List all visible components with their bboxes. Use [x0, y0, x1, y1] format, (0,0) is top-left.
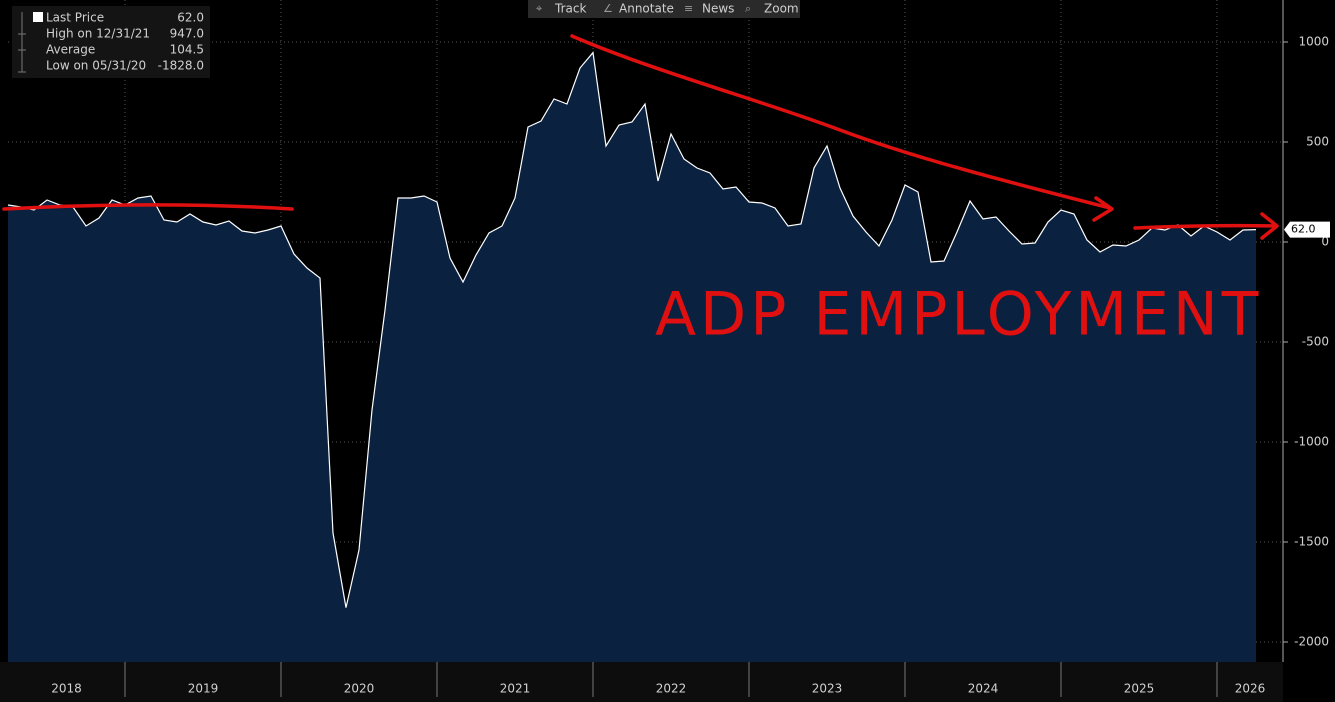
area: [8, 52, 1256, 663]
toolbar-button[interactable]: Track: [554, 2, 586, 16]
axes: 1000 500 0 -500 -1000 -1500 -2000 2018 2019 2020 2…: [51, 35, 1329, 697]
legend-value: 104.5: [170, 43, 204, 57]
toolbar: ⌖ Track ∠ Annotate ≡ News ⌕ Zoom: [528, 0, 800, 18]
legend-tree: [18, 12, 26, 73]
x-axis-band: [0, 662, 1283, 702]
y-tick-label: 0: [1321, 235, 1329, 249]
toolbar-button[interactable]: Annotate: [619, 2, 674, 16]
hand-line: [2, 203, 294, 211]
y-tick-label: 1000: [1298, 35, 1329, 49]
x-tick-label: 2024: [968, 682, 999, 696]
hand-line: [1133, 223, 1277, 230]
x-tick-label: 2025: [1124, 682, 1155, 696]
last-price-bg: [1284, 221, 1330, 238]
legend-value: -1828.0: [158, 59, 204, 73]
icon: ∠: [603, 2, 613, 15]
x-tick-label: 2021: [500, 682, 531, 696]
legend-value: 947.0: [170, 27, 204, 41]
hand-arrowhead: [1260, 212, 1279, 240]
icon: ⌖: [536, 2, 542, 15]
legend-value: 62.0: [177, 11, 204, 25]
legend-label: Average: [46, 43, 95, 57]
y-tick-label: 500: [1306, 135, 1329, 149]
x-tick-label: 2020: [344, 682, 375, 696]
y-tick-label: -1500: [1294, 535, 1329, 549]
legend: Last Price 62.0 High on 12/31/21 947.0 A…: [12, 6, 210, 78]
toolbar-bg: [528, 0, 800, 18]
annotation: ADP EMPLOYMENT: [655, 280, 1262, 350]
last-price-label: 62.0: [1291, 223, 1316, 236]
x-tick-label: 2026: [1235, 682, 1266, 696]
y-tick-label: -2000: [1294, 635, 1329, 649]
x-tick-label: 2018: [51, 682, 82, 696]
x-tick-label: 2022: [656, 682, 687, 696]
hand-line: [570, 34, 1112, 210]
hand-annotations: [2, 34, 1279, 240]
last-price-tag: 62.0: [1284, 221, 1330, 238]
icon: ≡: [684, 2, 693, 15]
line: [7, 51, 1257, 608]
legend-label: Last Price: [46, 11, 104, 25]
x-tick-label: 2023: [812, 682, 843, 696]
y-tick-label: -500: [1302, 335, 1329, 349]
x-tick-label: 2019: [188, 682, 219, 696]
legend-label: High on 12/31/21: [46, 27, 150, 41]
icon: ⌕: [745, 2, 751, 15]
toolbar-button[interactable]: Zoom: [764, 2, 799, 16]
toolbar-button[interactable]: News: [702, 2, 734, 16]
legend-swatch: [33, 12, 43, 22]
y-tick-label: -1000: [1294, 435, 1329, 449]
legend-bg: [12, 6, 210, 78]
series: [7, 51, 1257, 663]
hand-arrowhead: [1092, 196, 1114, 222]
legend-label: Low on 05/31/20: [46, 59, 146, 73]
